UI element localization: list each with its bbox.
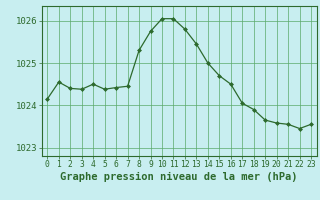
X-axis label: Graphe pression niveau de la mer (hPa): Graphe pression niveau de la mer (hPa) [60, 172, 298, 182]
